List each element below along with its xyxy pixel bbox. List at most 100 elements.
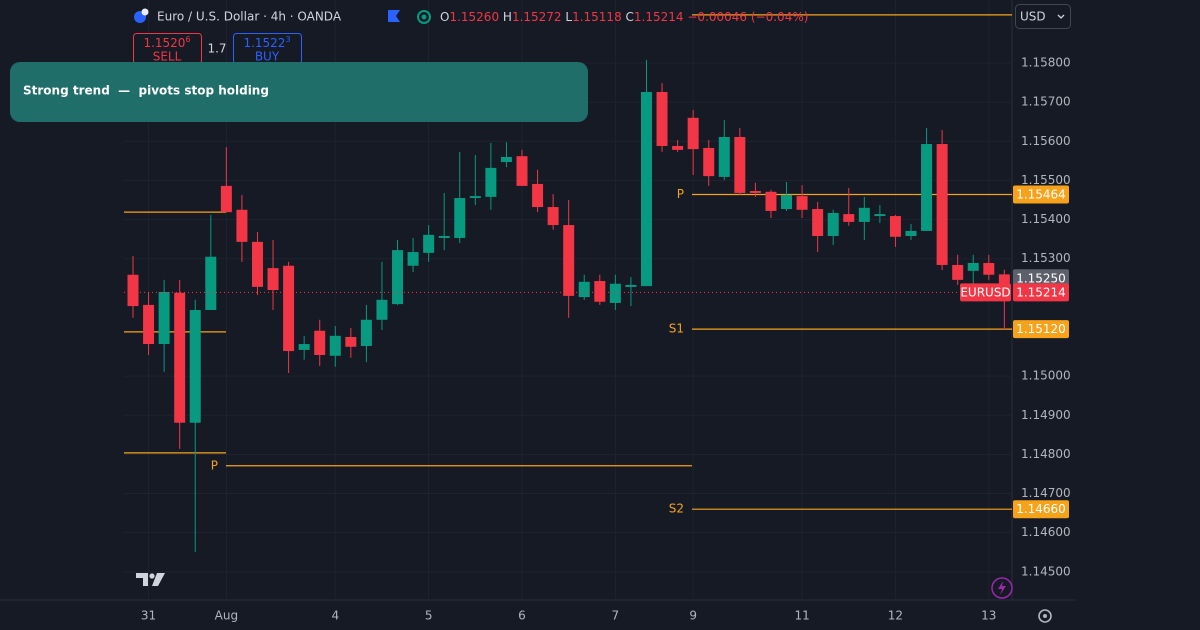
candle-body	[516, 156, 528, 186]
candle-body	[578, 281, 590, 298]
readout-label: C	[626, 10, 634, 24]
axes: 1.15800 1.15700 1.15600 1.15500 1.15400 1.153…	[141, 56, 1071, 623]
candle-body	[423, 234, 435, 253]
pivot-label: S1	[669, 322, 684, 336]
header: Euro / U.S. Dollar · 4h · OANDA O1.15260…	[133, 4, 1071, 64]
candle-body	[952, 264, 964, 280]
candle-body	[749, 190, 761, 193]
price-tag-label: 1.15464	[1016, 188, 1066, 202]
y-tick-label: 1.15000	[1021, 369, 1071, 383]
candle-body	[967, 263, 979, 271]
settings-icon[interactable]	[1043, 614, 1047, 618]
candle-body	[765, 191, 777, 211]
candle-body	[905, 230, 917, 237]
candle-body	[220, 185, 232, 213]
candle-body	[827, 212, 839, 237]
sell-label[interactable]: SELL	[153, 50, 182, 64]
currency-label[interactable]: USD	[1020, 10, 1046, 24]
candle-body	[858, 207, 870, 222]
buy-price-pip[interactable]: 3	[285, 35, 290, 44]
buy-label[interactable]: BUY	[255, 50, 280, 64]
readout-value: 1.15260	[449, 10, 499, 24]
candle-body	[921, 144, 933, 231]
candle-body	[718, 136, 730, 177]
flag-icon	[388, 10, 400, 22]
price-tag-label: 1.15214	[1016, 285, 1066, 299]
candle-body	[329, 335, 341, 356]
readout-label: O	[440, 10, 449, 24]
pivot-levels: P P S1 S2	[124, 14, 1012, 516]
sell-price-main[interactable]: 1.1520	[143, 36, 185, 50]
lightning-icon[interactable]	[998, 581, 1006, 595]
candle-body	[158, 291, 170, 345]
candle-body	[174, 292, 186, 423]
sell-price-pip[interactable]: 6	[185, 35, 190, 44]
candles	[124, 59, 1012, 552]
candle-body	[687, 117, 699, 150]
y-tick-label: 1.15600	[1021, 134, 1071, 148]
candle-body	[392, 250, 404, 305]
price-tag	[1013, 500, 1069, 519]
candle-body	[205, 256, 217, 310]
x-tick-label: 7	[612, 609, 620, 623]
candle-body	[189, 309, 201, 423]
x-tick-label: 13	[981, 609, 996, 623]
status-icon	[417, 10, 431, 24]
y-tick-label: 1.14800	[1021, 447, 1071, 461]
candle-body	[360, 319, 372, 346]
sell-price[interactable]: 1.15206	[143, 35, 190, 50]
logo-shape	[149, 573, 155, 579]
x-tick-label: 31	[141, 609, 156, 623]
candle-body	[251, 241, 263, 287]
candle-body	[267, 268, 279, 291]
currency-dropdown[interactable]	[1015, 4, 1071, 29]
candle-body	[640, 91, 652, 287]
pivot-label: P	[677, 187, 684, 201]
dropdown-arrow[interactable]	[1057, 14, 1065, 19]
x-tick-label: 4	[331, 609, 339, 623]
x-tick-label: Aug	[215, 609, 238, 623]
candle-body	[734, 136, 746, 193]
spread: 1.7	[207, 42, 226, 56]
tradingview-logo	[136, 573, 165, 586]
candle-body	[796, 196, 808, 210]
candle-body	[298, 344, 310, 350]
readout-label: L	[565, 10, 572, 24]
candle-body	[936, 144, 948, 265]
x-tick-label: 5	[425, 609, 433, 623]
symbol-tag-label: EURUSD	[960, 285, 1010, 299]
y-tick-label: 1.14600	[1021, 525, 1071, 539]
candle-body	[469, 196, 481, 199]
settings-button[interactable]	[1038, 609, 1052, 623]
logo-shape	[152, 573, 165, 586]
buy-price-main[interactable]: 1.1522	[243, 36, 285, 50]
y-tick-label: 1.15700	[1021, 95, 1071, 109]
candle-body	[454, 198, 466, 238]
price-tag	[1013, 269, 1069, 288]
readout-value: 1.15118	[572, 10, 622, 24]
price-tag	[1013, 320, 1069, 339]
candle-body	[672, 145, 684, 150]
price-tag	[1013, 185, 1069, 204]
y-tick-label: 1.15400	[1021, 212, 1071, 226]
x-tick-label: 12	[888, 609, 903, 623]
readout-label: H	[503, 10, 512, 24]
annotation-banner	[10, 62, 588, 122]
symbol-title: Euro / U.S. Dollar · 4h · OANDA	[157, 10, 342, 24]
candle-body	[345, 336, 357, 347]
buy-price[interactable]: 1.15223	[243, 35, 290, 50]
y-tick-label: 1.15800	[1021, 56, 1071, 70]
logo-shape	[136, 573, 148, 586]
lightning-button[interactable]	[991, 577, 1013, 599]
price-tag-label: 1.14660	[1016, 502, 1066, 516]
ohlc-readout: O1.15260 H1.15272 L1.15118 C1.15214 −0.0…	[440, 10, 808, 24]
candle-body	[594, 281, 606, 302]
candle-body	[485, 167, 497, 197]
candle-body	[127, 274, 139, 307]
candle-body	[983, 263, 995, 275]
annotation-text: Strong trend — pivots stop holding	[23, 84, 269, 98]
candle-body	[625, 284, 637, 287]
